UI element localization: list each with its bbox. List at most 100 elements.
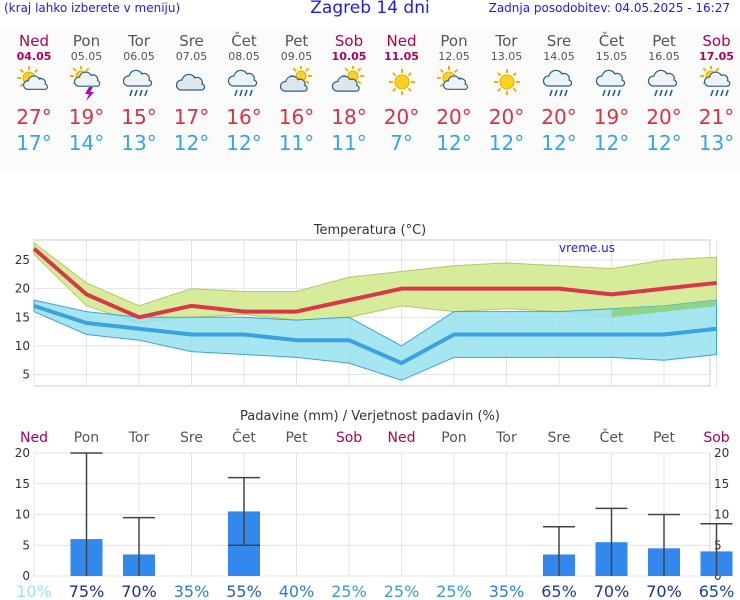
rain-cloud-icon: [542, 69, 573, 97]
day-date: 10.05: [331, 50, 367, 63]
day-column[interactable]: Ned 11.05 20° 7°: [376, 30, 428, 170]
temp-min: 12°: [646, 131, 682, 155]
watermark: vreme.us: [559, 241, 615, 255]
temp-min: 7°: [390, 131, 413, 155]
day-column[interactable]: Pet 09.05 16° 11°: [271, 30, 323, 170]
partly-cloudy-icon: [279, 66, 312, 92]
temp-min: 12°: [593, 131, 630, 155]
day-name: Ned: [19, 32, 49, 50]
day-column[interactable]: Tor 06.05 15° 13°: [113, 30, 165, 170]
x-day-label: Ned: [388, 430, 416, 446]
sun-icon: [388, 69, 415, 95]
x-day-label: Pet: [285, 430, 308, 446]
temp-min: 17°: [16, 131, 52, 155]
rain-cloud-icon: [122, 69, 153, 97]
temp-max: 19°: [593, 105, 630, 129]
y-tick-label-left: 15: [15, 477, 30, 491]
day-column[interactable]: Čet 08.05 16° 12°: [218, 30, 270, 170]
day-date: 16.05: [648, 50, 680, 63]
temp-max: 20°: [383, 105, 420, 129]
y-tick-label: 15: [15, 310, 30, 324]
x-day-label: Sob: [336, 430, 362, 446]
precip-probability: 35%: [489, 582, 525, 600]
temp-max: 15°: [121, 105, 157, 129]
precip-probability: 25%: [331, 582, 367, 600]
precip-probability: 65%: [699, 582, 735, 600]
temp-min: 12°: [173, 131, 210, 155]
x-day-label: Sre: [180, 430, 203, 446]
day-column[interactable]: Ned 04.05 27° 17°: [8, 30, 60, 170]
sun-rain-icon: [699, 66, 730, 97]
day-column[interactable]: Tor 13.05 20° 12°: [481, 30, 533, 170]
day-column[interactable]: Pet 16.05 20° 12°: [638, 30, 690, 170]
y-tick-label-left: 20: [15, 446, 30, 460]
temp-max: 27°: [16, 105, 52, 129]
y-tick-label-right: 10: [714, 508, 729, 522]
day-column[interactable]: Sob 10.05 18° 11°: [323, 30, 375, 170]
x-day-label: Tor: [495, 430, 517, 446]
x-day-label: Čet: [232, 428, 256, 446]
day-name: Sob: [334, 32, 364, 50]
precipitation-chart: Padavine (mm) / Verjetnost padavin (%) Ne…: [15, 409, 735, 600]
day-name: Pet: [284, 32, 309, 50]
day-date: 13.05: [490, 50, 523, 63]
x-day-label: Sob: [703, 430, 729, 446]
y-tick-label: 10: [15, 339, 30, 353]
y-tick-label-left: 10: [15, 508, 30, 522]
last-updated: Zadnja posodobitev: 04.05.2025 - 16:27: [488, 1, 730, 15]
y-tick-label: 5: [22, 368, 30, 382]
min-temp-range-band: [33, 299, 717, 381]
temp-max: 16°: [226, 105, 262, 129]
precip-probability: 75%: [69, 582, 105, 600]
day-name: Čet: [598, 32, 625, 50]
precip-probability: 10%: [16, 582, 52, 600]
y-tick-label: 20: [15, 282, 30, 296]
day-column[interactable]: Čet 15.05 19° 12°: [586, 30, 638, 170]
y-tick-label-right: 15: [714, 477, 729, 491]
temp-min: 12°: [436, 131, 472, 155]
day-column[interactable]: Sre 14.05 20° 12°: [533, 30, 585, 170]
precip-probability: 25%: [436, 582, 472, 600]
partly-cloudy-icon: [331, 66, 364, 92]
rain-cloud-icon: [595, 69, 625, 97]
thunderstorm-icon: [69, 66, 100, 101]
x-day-label: Tor: [128, 430, 150, 446]
sun-icon: [493, 69, 520, 95]
forecast-panel: Ned 04.05 27° 17° Pon 05.05 19° 14° Tor 06.05 15° 1…: [0, 30, 740, 170]
precip-probability: 25%: [384, 582, 420, 600]
x-day-label: Pon: [441, 430, 466, 446]
precipitation-chart-title: Padavine (mm) / Verjetnost padavin (%): [240, 409, 500, 424]
temperature-chart: Temperatura (°C) 5 10 15 20 25 vreme.us: [15, 223, 717, 387]
max-temperature-line: [32, 247, 717, 320]
temperature-chart-title: Temperatura (°C): [313, 223, 426, 238]
temp-min: 12°: [541, 131, 577, 155]
precip-probability: 35%: [174, 582, 210, 600]
day-date: 09.05: [280, 50, 313, 63]
temp-max: 16°: [278, 105, 315, 129]
day-name: Sre: [179, 32, 204, 50]
temp-min: 12°: [226, 131, 262, 155]
day-name: Sob: [702, 32, 731, 50]
day-column[interactable]: Pon 12.05 20° 12°: [428, 30, 480, 170]
temp-min: 12°: [488, 131, 525, 155]
sun-cloud-icon: [437, 66, 468, 90]
day-date: 11.05: [384, 50, 419, 63]
day-column[interactable]: Sob 17.05 21° 13°: [691, 30, 740, 170]
day-column[interactable]: Sre 07.05 17° 12°: [166, 30, 218, 170]
temp-max: 18°: [331, 105, 367, 129]
temp-max: 20°: [436, 105, 472, 129]
x-day-label: Sre: [548, 430, 571, 446]
day-date: 12.05: [438, 50, 470, 63]
day-name: Sre: [546, 32, 572, 50]
day-name: Čet: [231, 32, 257, 50]
x-day-label: Ned: [20, 430, 48, 446]
day-name: Tor: [128, 32, 150, 50]
x-day-label: Pon: [74, 430, 99, 446]
day-column[interactable]: Pon 05.05 19° 14°: [61, 30, 113, 170]
location-hint[interactable]: (kraj lahko izberete v meniju): [4, 1, 181, 15]
x-day-label: Čet: [600, 428, 624, 446]
precip-probability: 70%: [646, 582, 682, 600]
precip-probability: 55%: [226, 582, 262, 600]
day-date: 08.05: [228, 50, 260, 63]
x-day-label: Pet: [653, 430, 676, 446]
